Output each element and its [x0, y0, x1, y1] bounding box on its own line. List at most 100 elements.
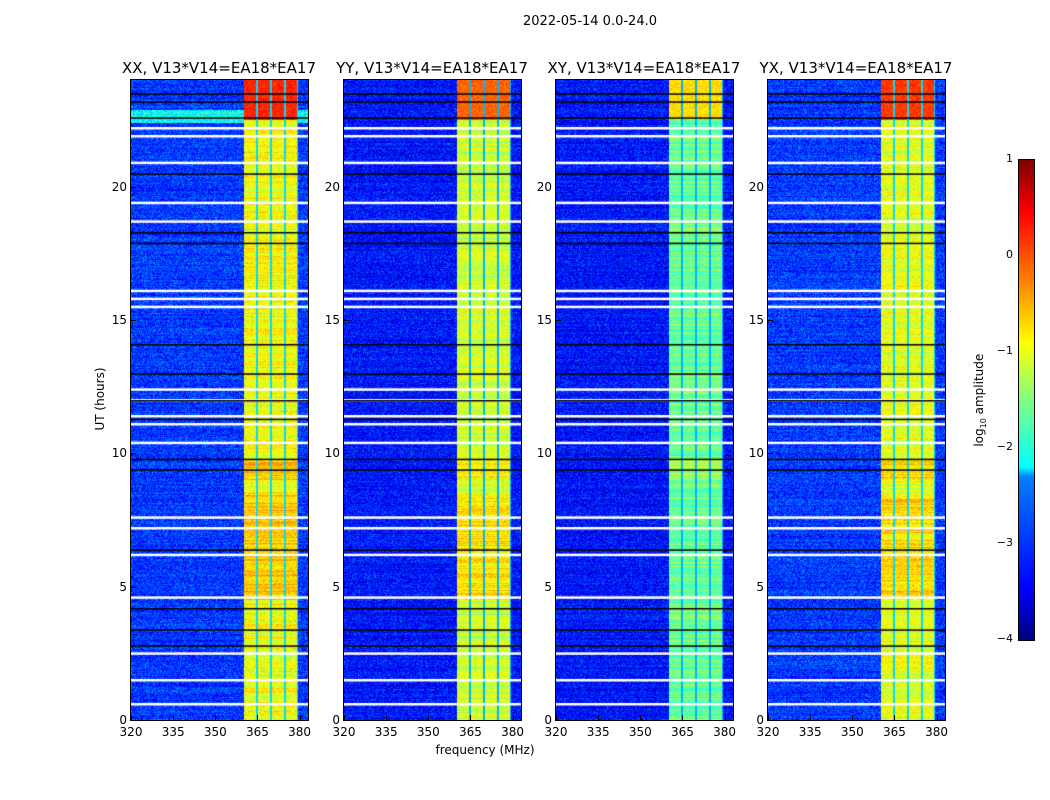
x-tick-mark: [810, 715, 812, 720]
colorbar-tick-label: −1: [996, 344, 1013, 357]
y-tick-mark: [768, 320, 773, 321]
y-tick-label: 0: [119, 713, 127, 727]
y-tick-mark: [131, 720, 136, 721]
heatmap-panel: [343, 79, 522, 721]
x-axis-label: frequency (MHz): [435, 743, 535, 757]
colorbar-tick-label: −3: [996, 536, 1013, 549]
y-tick-label: 0: [332, 713, 340, 727]
heatmap-canvas: [344, 80, 521, 720]
x-tick-mark: [640, 715, 642, 720]
y-tick-mark: [556, 720, 561, 721]
y-tick-mark: [344, 586, 349, 588]
x-tick-label: 380: [501, 725, 525, 739]
y-tick-mark: [344, 186, 349, 188]
heatmap-panel: [555, 79, 734, 721]
y-tick-label: 20: [536, 179, 552, 194]
x-tick-label: 335: [161, 725, 185, 739]
y-tick-label: 5: [332, 579, 340, 594]
y-tick-label: 15: [324, 313, 340, 327]
y-axis-label: UT (hours): [93, 367, 107, 431]
x-tick-label: 335: [586, 725, 610, 739]
colorbar-tick-label: 0: [1006, 248, 1013, 261]
y-tick-label: 5: [119, 579, 127, 594]
y-tick-mark: [556, 320, 561, 321]
y-tick-mark: [344, 720, 349, 721]
y-tick-label: 20: [111, 179, 127, 194]
x-tick-mark: [512, 715, 514, 720]
colorbar-tick-label: −2: [996, 440, 1013, 453]
y-tick-label: 0: [544, 713, 552, 727]
x-tick-label: 350: [840, 725, 864, 739]
y-tick-mark: [556, 586, 561, 588]
y-tick-mark: [556, 186, 561, 188]
x-tick-label: 380: [925, 725, 949, 739]
x-tick-label: 320: [119, 725, 143, 739]
x-tick-mark: [299, 715, 301, 720]
y-tick-mark: [768, 720, 773, 721]
colorbar-label-prefix: log: [971, 428, 986, 447]
y-tick-label: 10: [324, 446, 340, 461]
y-tick-mark: [768, 453, 773, 455]
x-tick-mark: [344, 715, 345, 720]
y-tick-label: 15: [748, 313, 764, 327]
x-tick-label: 365: [882, 725, 906, 739]
y-tick-label: 20: [324, 179, 340, 194]
x-tick-mark: [768, 715, 769, 720]
y-tick-label: 5: [544, 579, 552, 594]
heatmap-panel: [130, 79, 309, 721]
y-tick-label: 10: [536, 446, 552, 461]
x-tick-label: 380: [713, 725, 737, 739]
colorbar-tick-label: −4: [996, 632, 1013, 645]
y-tick-label: 5: [756, 579, 764, 594]
x-tick-mark: [894, 715, 896, 720]
y-tick-label: 0: [756, 713, 764, 727]
x-tick-mark: [556, 715, 557, 720]
x-tick-mark: [598, 715, 600, 720]
heatmap-panel: [767, 79, 946, 721]
x-tick-mark: [470, 715, 472, 720]
colorbar-label-suffix: amplitude: [971, 353, 986, 419]
x-tick-label: 380: [288, 725, 312, 739]
x-tick-mark: [936, 715, 938, 720]
y-tick-mark: [131, 320, 136, 321]
x-tick-mark: [257, 715, 259, 720]
y-tick-mark: [131, 586, 136, 588]
panel-title: XY, V13*V14=EA18*EA17: [547, 59, 741, 77]
y-tick-mark: [344, 453, 349, 455]
x-tick-label: 350: [628, 725, 652, 739]
y-tick-label: 15: [111, 313, 127, 327]
colorbar: [1018, 159, 1035, 641]
x-tick-mark: [724, 715, 726, 720]
x-tick-mark: [682, 715, 684, 720]
x-tick-label: 320: [544, 725, 568, 739]
x-tick-label: 335: [374, 725, 398, 739]
y-tick-mark: [344, 320, 349, 321]
x-tick-mark: [428, 715, 430, 720]
x-tick-label: 365: [670, 725, 694, 739]
y-tick-mark: [131, 186, 136, 188]
panel-title: XX, V13*V14=EA18*EA17: [121, 59, 316, 77]
y-tick-label: 10: [111, 446, 127, 461]
panel-title: YY, V13*V14=EA18*EA17: [336, 59, 528, 77]
x-tick-label: 350: [416, 725, 440, 739]
y-tick-label: 10: [748, 446, 764, 461]
y-tick-mark: [556, 453, 561, 455]
colorbar-label: log10 amplitude: [972, 340, 988, 460]
y-tick-mark: [768, 186, 773, 188]
x-tick-label: 320: [756, 725, 780, 739]
x-tick-label: 335: [798, 725, 822, 739]
x-tick-mark: [852, 715, 854, 720]
colorbar-tick-label: 1: [1006, 152, 1013, 165]
x-tick-mark: [173, 715, 175, 720]
colorbar-tick-mark: [1029, 640, 1034, 641]
x-tick-label: 320: [332, 725, 356, 739]
heatmap-canvas: [556, 80, 733, 720]
heatmap-canvas: [768, 80, 945, 720]
figure-title: 2022-05-14 0.0-24.0: [523, 14, 657, 29]
x-tick-mark: [131, 715, 132, 720]
x-tick-label: 365: [458, 725, 482, 739]
x-tick-label: 365: [245, 725, 269, 739]
panel-title: YX, V13*V14=EA18*EA17: [759, 59, 953, 77]
y-tick-label: 20: [748, 179, 764, 194]
y-tick-label: 15: [536, 313, 552, 327]
